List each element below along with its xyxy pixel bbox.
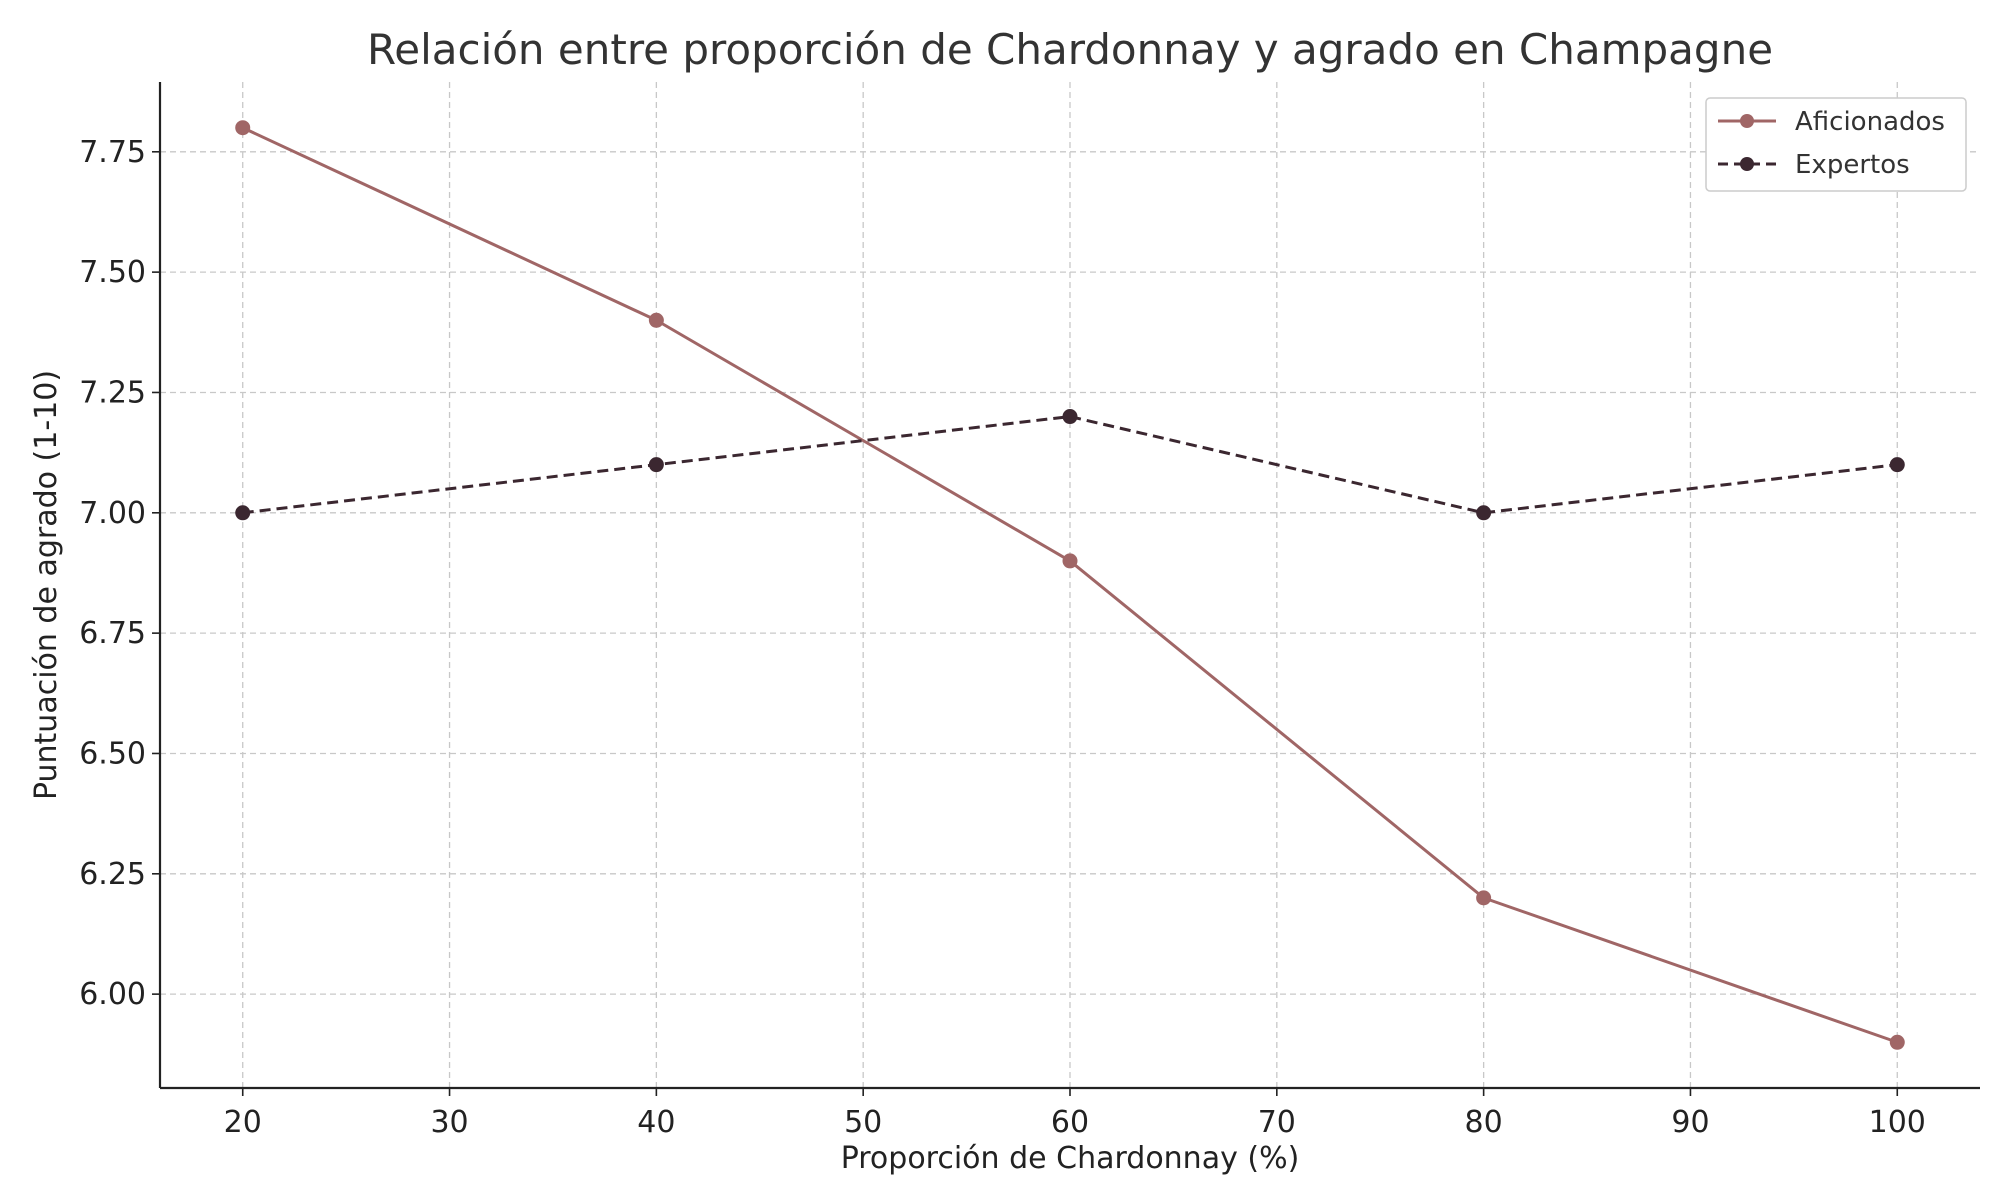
y-tick-label: 6.50 — [79, 736, 146, 771]
data-point-aficionados — [648, 312, 664, 328]
legend-label-aficionados: Aficionados — [1795, 107, 1945, 137]
y-tick-label: 7.50 — [79, 255, 146, 290]
y-tick-label: 7.00 — [79, 496, 146, 531]
legend-label-expertos: Expertos — [1795, 150, 1910, 180]
series-aficionados — [235, 120, 1905, 1050]
data-point-expertos — [235, 505, 251, 521]
y-ticks: 6.00 6.25 6.50 6.75 7.00 7.25 7.50 7.75 — [79, 135, 160, 1012]
legend: Aficionados Expertos — [1705, 97, 1967, 192]
x-tick-label: 80 — [1465, 1105, 1503, 1140]
x-tick-label: 40 — [637, 1105, 675, 1140]
x-tick-label: 70 — [1258, 1105, 1296, 1140]
x-tick-label: 60 — [1051, 1105, 1089, 1140]
data-point-aficionados — [1062, 553, 1078, 569]
series-expertos — [235, 409, 1905, 521]
y-tick-label: 6.00 — [79, 977, 146, 1012]
legend-marker-aficionados — [1740, 114, 1754, 128]
legend-entry-expertos: Expertos — [1718, 150, 1910, 180]
y-tick-label: 7.75 — [79, 135, 146, 170]
chart-title: Relación entre proporción de Chardonnay … — [367, 25, 1773, 74]
x-tick-label: 90 — [1671, 1105, 1709, 1140]
data-point-expertos — [1476, 505, 1492, 521]
data-point-aficionados — [235, 120, 251, 136]
data-point-expertos — [1889, 457, 1905, 473]
series-line-expertos — [242, 415, 1898, 515]
x-axis-label: Proporción de Chardonnay (%) — [841, 1141, 1300, 1176]
x-ticks: 20 30 40 50 60 70 80 90 100 — [224, 1088, 1926, 1140]
y-axis-label: Puntuación de agrado (1-10) — [29, 370, 64, 800]
series — [235, 120, 1905, 1050]
y-tick-label: 7.25 — [79, 375, 146, 410]
legend-marker-expertos — [1740, 157, 1754, 171]
data-point-expertos — [648, 457, 664, 473]
y-tick-label: 6.25 — [79, 857, 146, 892]
data-point-aficionados — [1476, 890, 1492, 906]
x-tick-label: 20 — [224, 1105, 262, 1140]
x-tick-label: 100 — [1869, 1105, 1926, 1140]
x-tick-label: 50 — [844, 1105, 882, 1140]
data-point-expertos — [1062, 409, 1078, 425]
legend-entry-aficionados: Aficionados — [1718, 107, 1945, 137]
data-point-aficionados — [1889, 1034, 1905, 1050]
x-tick-label: 30 — [430, 1105, 468, 1140]
y-tick-label: 6.75 — [79, 616, 146, 651]
grid — [160, 82, 1980, 1088]
